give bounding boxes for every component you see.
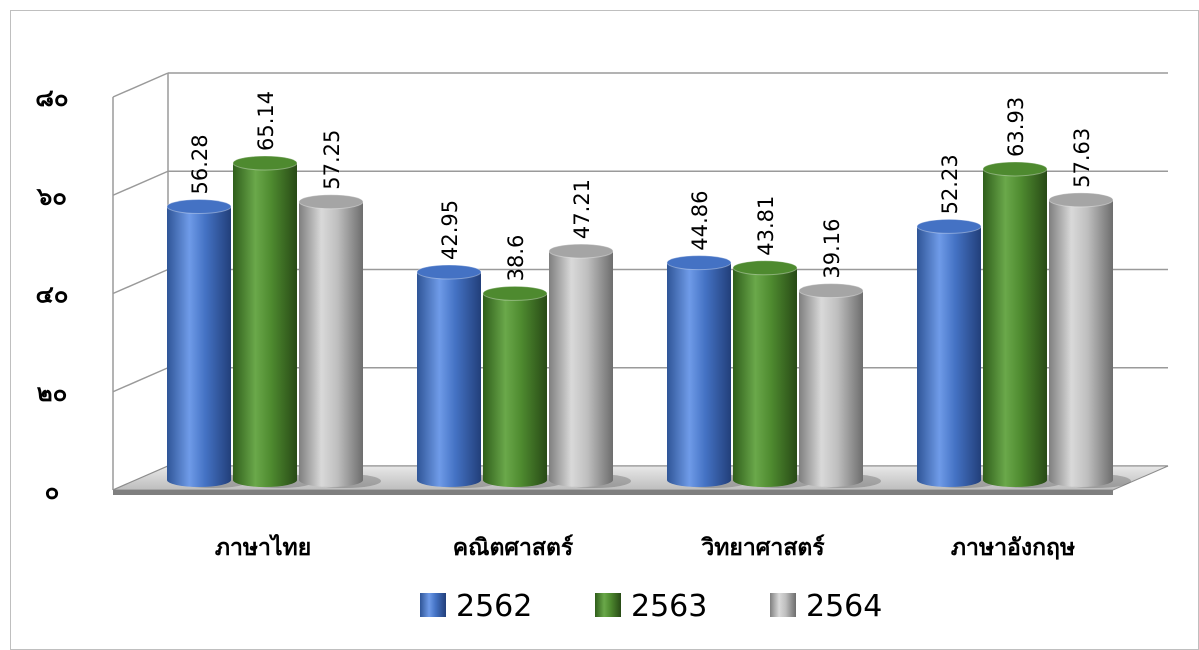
- gridline-depth: [112, 367, 169, 393]
- legend-swatch-2564: [770, 593, 796, 617]
- bar-2562-1: [417, 272, 481, 487]
- x-tick-label: ภาษาไทย: [215, 533, 311, 561]
- x-tick-label: คณิตศาสตร์: [453, 534, 574, 561]
- data-label: 56.28: [188, 134, 212, 194]
- floor-edge: [113, 490, 1113, 495]
- bars-layer: [166, 155, 1131, 488]
- data-label: 43.81: [754, 196, 778, 256]
- bar-top-cap: [1048, 192, 1114, 208]
- data-label: 63.93: [1004, 97, 1028, 157]
- gridline-depth: [112, 72, 169, 98]
- data-label: 38.6: [504, 235, 528, 282]
- y-tick-label: ๘๐: [35, 84, 68, 112]
- bar-2562-0: [167, 206, 231, 487]
- bar-top-cap: [298, 194, 364, 210]
- legend-swatch-2562: [420, 593, 446, 617]
- bar-2563-1: [483, 293, 547, 487]
- bar-top-cap: [548, 243, 614, 259]
- chart-canvas: ๐ ๒๐ ๔๐ ๖๐ ๘๐ 56.28 65.14 57.25 ภาษาไทย 42.95 38.…: [35, 72, 1169, 624]
- labels-layer: 56.28 65.14 57.25 ภาษาไทย 42.95 38.6 47.21 คณิต…: [188, 91, 1094, 561]
- y-tick-label: ๖๐: [36, 182, 67, 210]
- bar-2563-3: [983, 168, 1047, 487]
- bar-2563-0: [233, 162, 297, 487]
- bar-2562-2: [667, 262, 731, 487]
- bar-2564-3: [1049, 199, 1113, 487]
- legend-swatch-2563: [595, 593, 621, 617]
- x-tick-label: ภาษาอังกฤษ: [951, 535, 1075, 561]
- bar-top-cap: [482, 285, 548, 301]
- bar-top-cap: [916, 218, 982, 234]
- data-label: 47.21: [570, 179, 594, 239]
- legend-label-2562: 2562: [456, 589, 532, 624]
- data-label: 44.86: [688, 191, 712, 251]
- gridline-depth: [112, 268, 169, 295]
- data-label: 39.16: [820, 219, 844, 279]
- bar-top-cap: [416, 264, 482, 280]
- bar-2563-2: [733, 267, 797, 487]
- bar-top-cap: [732, 260, 798, 276]
- y-tick-label: ๐: [45, 477, 60, 505]
- bar-top-cap: [798, 283, 864, 299]
- data-label: 57.63: [1070, 128, 1094, 188]
- bar-top-cap: [666, 255, 732, 271]
- bar-top-cap: [166, 199, 232, 215]
- data-label: 57.25: [320, 130, 344, 190]
- legend-label-2564: 2564: [806, 589, 882, 624]
- data-label: 52.23: [938, 154, 962, 214]
- bar-2564-1: [549, 251, 613, 487]
- bar-top-cap: [982, 161, 1048, 177]
- x-tick-label: วิทยาศาสตร์: [700, 534, 825, 561]
- legend: 2562 2563 2564: [420, 589, 882, 624]
- y-tick-label: ๒๐: [37, 379, 67, 407]
- y-tick-label: ๔๐: [36, 281, 69, 309]
- bar-2562-3: [917, 226, 981, 488]
- legend-label-2563: 2563: [631, 589, 707, 624]
- data-label: 42.95: [438, 200, 462, 260]
- bar-top-cap: [232, 155, 298, 171]
- bar-2564-2: [799, 290, 863, 487]
- gridline-depth: [112, 170, 169, 196]
- bar-2564-0: [299, 201, 363, 487]
- data-label: 65.14: [254, 91, 278, 151]
